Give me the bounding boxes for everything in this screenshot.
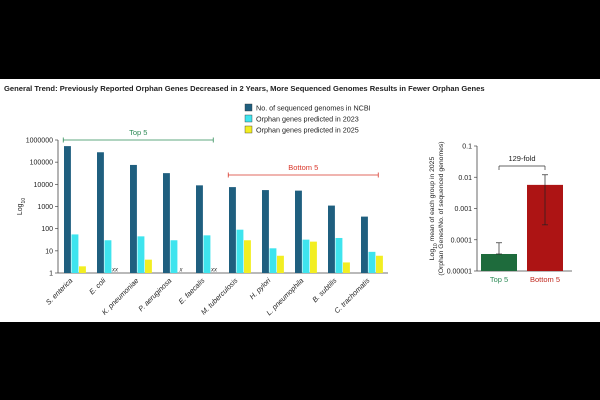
x-tick-label: Bottom 5 <box>530 275 560 284</box>
chart1-group-brackets: Top 5 Bottom 5 <box>62 128 379 178</box>
figure-panel: General Trend: Previously Reported Orpha… <box>0 79 600 322</box>
y-tick-label: 100 <box>41 226 53 233</box>
x-tick-label: C. trachomatis <box>332 276 371 315</box>
y-tick-label: 10 <box>45 248 53 255</box>
y-tick-label: 0.01 <box>458 175 472 182</box>
bar <box>130 164 137 273</box>
bar <box>302 239 310 273</box>
bar <box>269 248 277 273</box>
bar <box>170 240 178 273</box>
y-tick-label: 1 <box>49 271 53 278</box>
x-tick-label: Top 5 <box>490 275 508 284</box>
bar <box>104 240 112 273</box>
bar <box>262 190 269 273</box>
chart2-bars: Top 5 Bottom 5 129-fold <box>481 154 563 284</box>
y-tick-label: 100000 <box>30 160 53 167</box>
bar <box>137 236 145 273</box>
y-tick-label: 1000000 <box>26 138 53 145</box>
missing-mark: xx <box>111 268 119 274</box>
bar <box>295 190 302 273</box>
group-label: Bottom 5 <box>288 163 318 172</box>
y-tick-label: 0.1 <box>462 144 472 151</box>
legend-swatch <box>244 103 253 112</box>
group-label: Top 5 <box>129 128 147 137</box>
group-mean-bar-chart: 0.00001 0.0001 0.001 0.01 0.1 Log10 mean of e… <box>429 141 572 284</box>
bar <box>361 216 368 273</box>
x-tick-label: B. subtilis <box>310 276 338 304</box>
y-axis-title: Log10 mean of each group in 2025 (Orphan … <box>429 141 445 275</box>
y-tick-label: 0.0001 <box>451 237 473 244</box>
bar <box>71 234 79 273</box>
chart1-bars: xx x xx <box>64 146 383 274</box>
bar <box>145 259 152 273</box>
bar <box>376 255 383 273</box>
legend-label: Orphan genes predicted in 2025 <box>256 125 359 134</box>
missing-mark: x <box>179 268 184 274</box>
bar <box>236 229 244 273</box>
x-tick-label: H. pylori <box>247 276 272 301</box>
bar <box>229 187 236 273</box>
bar <box>244 240 251 273</box>
missing-mark: xx <box>210 268 218 274</box>
x-tick-label: E. coli <box>87 276 107 296</box>
y-tick-label: 0.001 <box>454 206 472 213</box>
bar <box>79 266 86 273</box>
figure-headline: General Trend: Previously Reported Orpha… <box>4 84 485 93</box>
y-tick-label: 0.00001 <box>447 269 472 276</box>
bar <box>97 152 104 273</box>
chart1-legend: No. of sequenced genomes in NCBI Orphan g… <box>244 103 371 134</box>
bar <box>368 251 376 273</box>
bar <box>163 173 170 273</box>
x-tick-label: P. aeruginosa <box>136 276 173 313</box>
y-tick-label: 1000 <box>37 204 53 211</box>
legend-swatch <box>244 125 253 134</box>
bar <box>64 146 71 273</box>
y-axis-title: Log10 <box>17 198 27 215</box>
bar <box>310 241 317 273</box>
legend-label: No. of sequenced genomes in NCBI <box>256 103 371 112</box>
legend-swatch <box>244 114 253 123</box>
legend-label: Orphan genes predicted in 2023 <box>256 114 359 123</box>
x-tick-label: E. faecalis <box>177 276 207 306</box>
bar <box>335 237 343 273</box>
y-tick-label: 10000 <box>34 182 54 189</box>
x-tick-label: S. enterica <box>44 276 75 307</box>
bar <box>328 205 335 273</box>
bar <box>277 255 284 273</box>
bar <box>203 235 211 273</box>
bar <box>343 262 350 273</box>
fold-annotation: 129-fold <box>508 154 535 163</box>
bar <box>481 253 517 271</box>
bar <box>196 185 203 273</box>
